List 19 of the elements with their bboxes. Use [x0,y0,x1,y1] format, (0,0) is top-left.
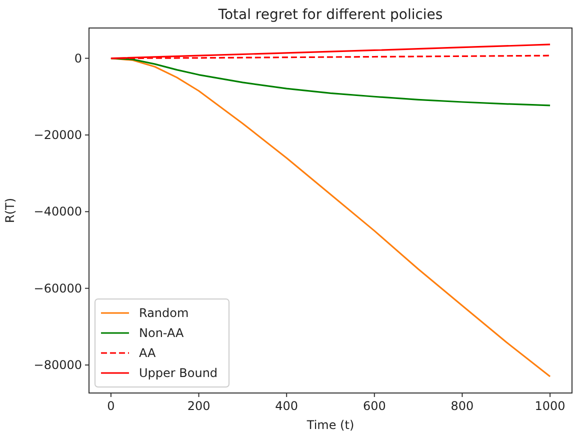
legend-label: Random [139,306,189,320]
x-tick-label: 0 [107,399,115,413]
legend-label: AA [139,346,157,360]
x-tick-label: 200 [187,399,210,413]
x-axis-title: Time (t) [306,418,354,432]
x-tick-label: 800 [450,399,474,413]
line-series [110,57,551,378]
y-tick-label: −60000 [34,281,82,296]
y-tick-label: −40000 [34,204,82,219]
chart-title: Total regret for different policies [217,7,443,23]
x-tick-label: 400 [275,399,298,413]
x-tick-label: 1000 [534,399,566,413]
x-tick-label: 600 [362,399,386,413]
y-tick-label: −20000 [34,128,82,142]
legend-label: Upper Bound [139,366,218,380]
y-tick-label: −80000 [34,358,82,372]
y-tick-label: 0 [74,51,82,66]
y-axis-title: R(T) [3,198,17,224]
legend-label: Non-AA [139,326,185,340]
